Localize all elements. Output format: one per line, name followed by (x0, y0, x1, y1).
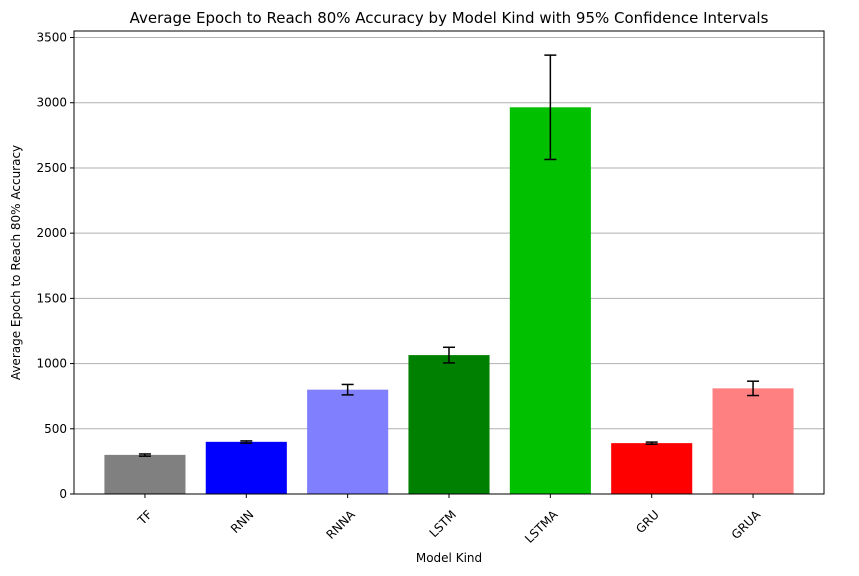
y-tick-label: 2500 (36, 161, 67, 175)
x-axis-ticks: TF RNN RNNA LSTM LSTMA GRU GRUA (134, 494, 764, 546)
x-tick-label: GRU (633, 508, 662, 537)
x-axis-label: Model Kind (416, 551, 482, 565)
y-tick-label: 1500 (36, 291, 67, 305)
x-tick-label: GRUA (729, 507, 764, 542)
bars (104, 107, 794, 494)
error-bar-grua (747, 380, 760, 397)
error-bar-lstma (544, 54, 557, 161)
y-tick-label: 3000 (36, 96, 67, 110)
x-tick-label: LSTMA (522, 507, 561, 546)
bar-rnn (205, 441, 287, 494)
y-tick-label: 1000 (36, 357, 67, 371)
grid-lines (74, 37, 824, 430)
x-tick-label: TF (134, 507, 155, 528)
y-tick-label: 500 (44, 422, 67, 436)
error-bar-rnna (341, 383, 354, 396)
chart-title: Average Epoch to Reach 80% Accuracy by M… (130, 9, 769, 27)
y-tick-label: 3500 (36, 31, 67, 45)
bar-grua (712, 388, 794, 494)
error-bars (138, 54, 760, 457)
error-bar-lstm (443, 346, 455, 364)
y-tick-label: 0 (59, 487, 67, 501)
y-axis-label: Average Epoch to Reach 80% Accuracy (9, 145, 23, 380)
bar-lstm (408, 355, 490, 494)
y-axis-ticks: 0 500 1000 1500 2000 2500 3000 3500 (36, 31, 74, 501)
bar-gru (611, 443, 693, 494)
x-tick-label: RNNA (323, 507, 358, 542)
x-tick-label: RNN (228, 508, 256, 536)
y-tick-label: 2000 (36, 226, 67, 240)
error-bar-gru (645, 441, 658, 445)
bar-rnna (307, 389, 389, 494)
bar-lstma (509, 107, 591, 494)
error-bar-tf (138, 453, 151, 457)
error-bar-rnn (240, 440, 253, 444)
bar-tf (104, 454, 186, 494)
x-tick-label: LSTM (427, 508, 460, 541)
